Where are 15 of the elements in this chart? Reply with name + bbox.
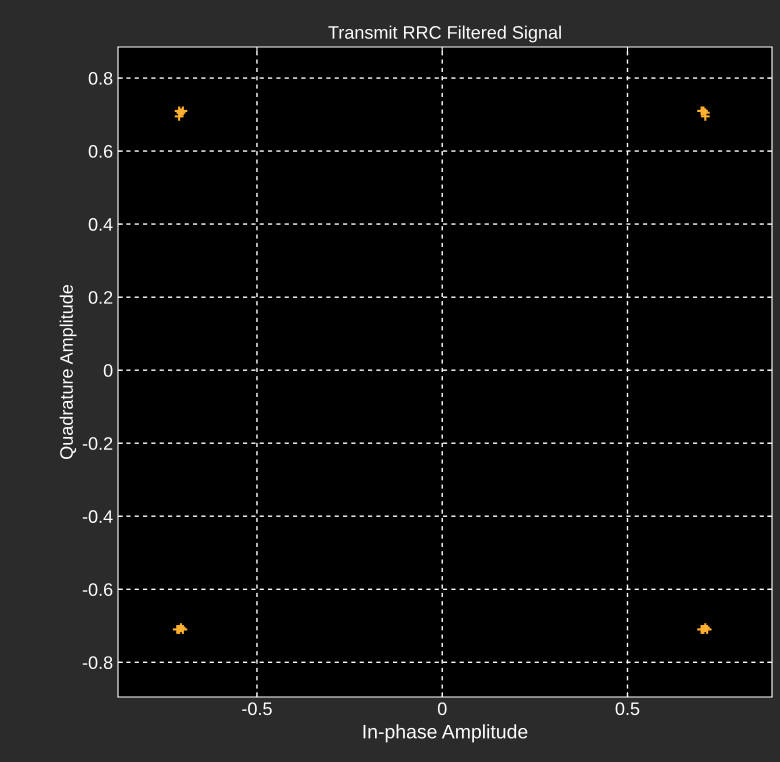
x-axis-title: In-phase Amplitude [364, 724, 528, 742]
y-tick-label: 0.2 [88, 291, 112, 304]
y-tick-label: -0.2 [82, 437, 112, 450]
x-tick-label: -0.5 [242, 702, 272, 716]
y-tick-label: 0.6 [88, 145, 112, 158]
y-axis-title: Quadrature Amplitude [60, 284, 76, 459]
y-tick-label: 0 [104, 364, 112, 377]
x-tick-label: 0 [438, 702, 447, 716]
y-tick-label: -0.4 [82, 510, 113, 523]
y-tick-label: -0.6 [82, 583, 112, 596]
y-tick-label: 0.8 [88, 72, 112, 85]
chart-title: Transmit RRC Filtered Signal [328, 26, 561, 42]
x-tick-label: 0.5 [616, 702, 640, 716]
y-tick-label: 0.4 [88, 218, 113, 231]
y-tick-label: -0.8 [82, 656, 112, 670]
